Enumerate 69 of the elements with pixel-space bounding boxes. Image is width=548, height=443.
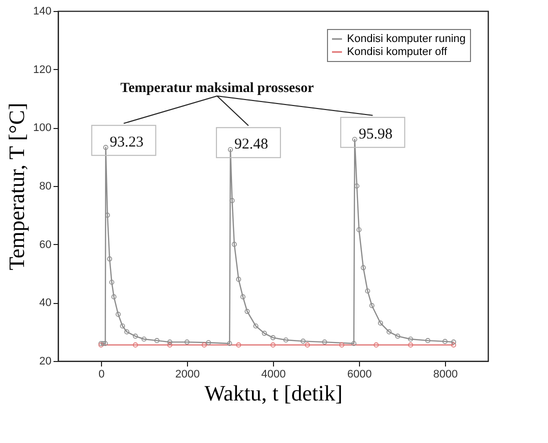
point bbox=[120, 323, 126, 329]
point bbox=[109, 280, 114, 285]
point bbox=[103, 144, 108, 150]
point bbox=[352, 136, 358, 142]
point bbox=[141, 336, 147, 342]
point bbox=[206, 340, 212, 346]
x-tick-label: 4000 bbox=[261, 368, 286, 380]
point bbox=[167, 340, 172, 345]
point bbox=[104, 212, 110, 218]
point bbox=[339, 342, 344, 348]
point bbox=[442, 338, 448, 344]
point bbox=[304, 342, 310, 348]
point bbox=[184, 340, 190, 345]
x-tick-label: 0 bbox=[98, 368, 105, 380]
point bbox=[253, 323, 258, 329]
point bbox=[236, 342, 242, 348]
point bbox=[236, 276, 242, 282]
point bbox=[167, 342, 172, 348]
legend-label: Kondisi komputer off bbox=[347, 46, 448, 58]
y-tick-label: 60 bbox=[39, 238, 52, 251]
point bbox=[378, 320, 384, 326]
point bbox=[202, 342, 207, 348]
x-tick-label: 6000 bbox=[347, 368, 372, 380]
point bbox=[124, 329, 130, 334]
point bbox=[386, 329, 392, 334]
y-tick-label: 100 bbox=[33, 122, 52, 134]
y-tick-label: 80 bbox=[39, 180, 52, 192]
point bbox=[365, 288, 370, 294]
point bbox=[300, 338, 306, 344]
point bbox=[322, 340, 328, 345]
point bbox=[356, 227, 362, 232]
point bbox=[408, 342, 414, 348]
point bbox=[369, 303, 374, 308]
legend-label: Kondisi komputer runing bbox=[347, 33, 466, 45]
y-tick-label: 20 bbox=[39, 356, 52, 368]
annotation: 93.23 bbox=[110, 134, 144, 150]
point bbox=[116, 312, 121, 317]
point bbox=[270, 342, 276, 348]
point bbox=[425, 338, 430, 344]
point bbox=[262, 330, 267, 336]
y-axis-title: Temperatur, T [°C] bbox=[4, 102, 30, 270]
point bbox=[100, 340, 106, 346]
point bbox=[360, 265, 366, 270]
point bbox=[240, 294, 246, 300]
point bbox=[270, 335, 276, 340]
annotation: Temperatur maksimal prossesor bbox=[120, 81, 314, 96]
x-tick-label: 2000 bbox=[175, 368, 200, 380]
point bbox=[154, 338, 160, 344]
point bbox=[132, 342, 138, 348]
point bbox=[230, 198, 235, 204]
point bbox=[351, 340, 356, 346]
point bbox=[232, 242, 237, 247]
point bbox=[408, 336, 414, 342]
x-axis-title: Waktu, t [detik] bbox=[204, 380, 343, 406]
y-tick-label: 40 bbox=[39, 297, 52, 310]
point bbox=[111, 294, 116, 300]
y-tick-label: 120 bbox=[33, 64, 52, 76]
point bbox=[244, 308, 250, 314]
point bbox=[107, 256, 112, 262]
annotation: 95.98 bbox=[358, 126, 392, 142]
x-tick-label: 8000 bbox=[433, 368, 458, 380]
point bbox=[283, 337, 288, 343]
y-tick-label: 140 bbox=[33, 6, 52, 18]
point bbox=[132, 334, 138, 339]
point bbox=[228, 147, 233, 152]
point bbox=[395, 334, 400, 339]
point bbox=[227, 340, 232, 346]
point bbox=[374, 342, 379, 348]
annotation: 92.48 bbox=[234, 136, 268, 153]
